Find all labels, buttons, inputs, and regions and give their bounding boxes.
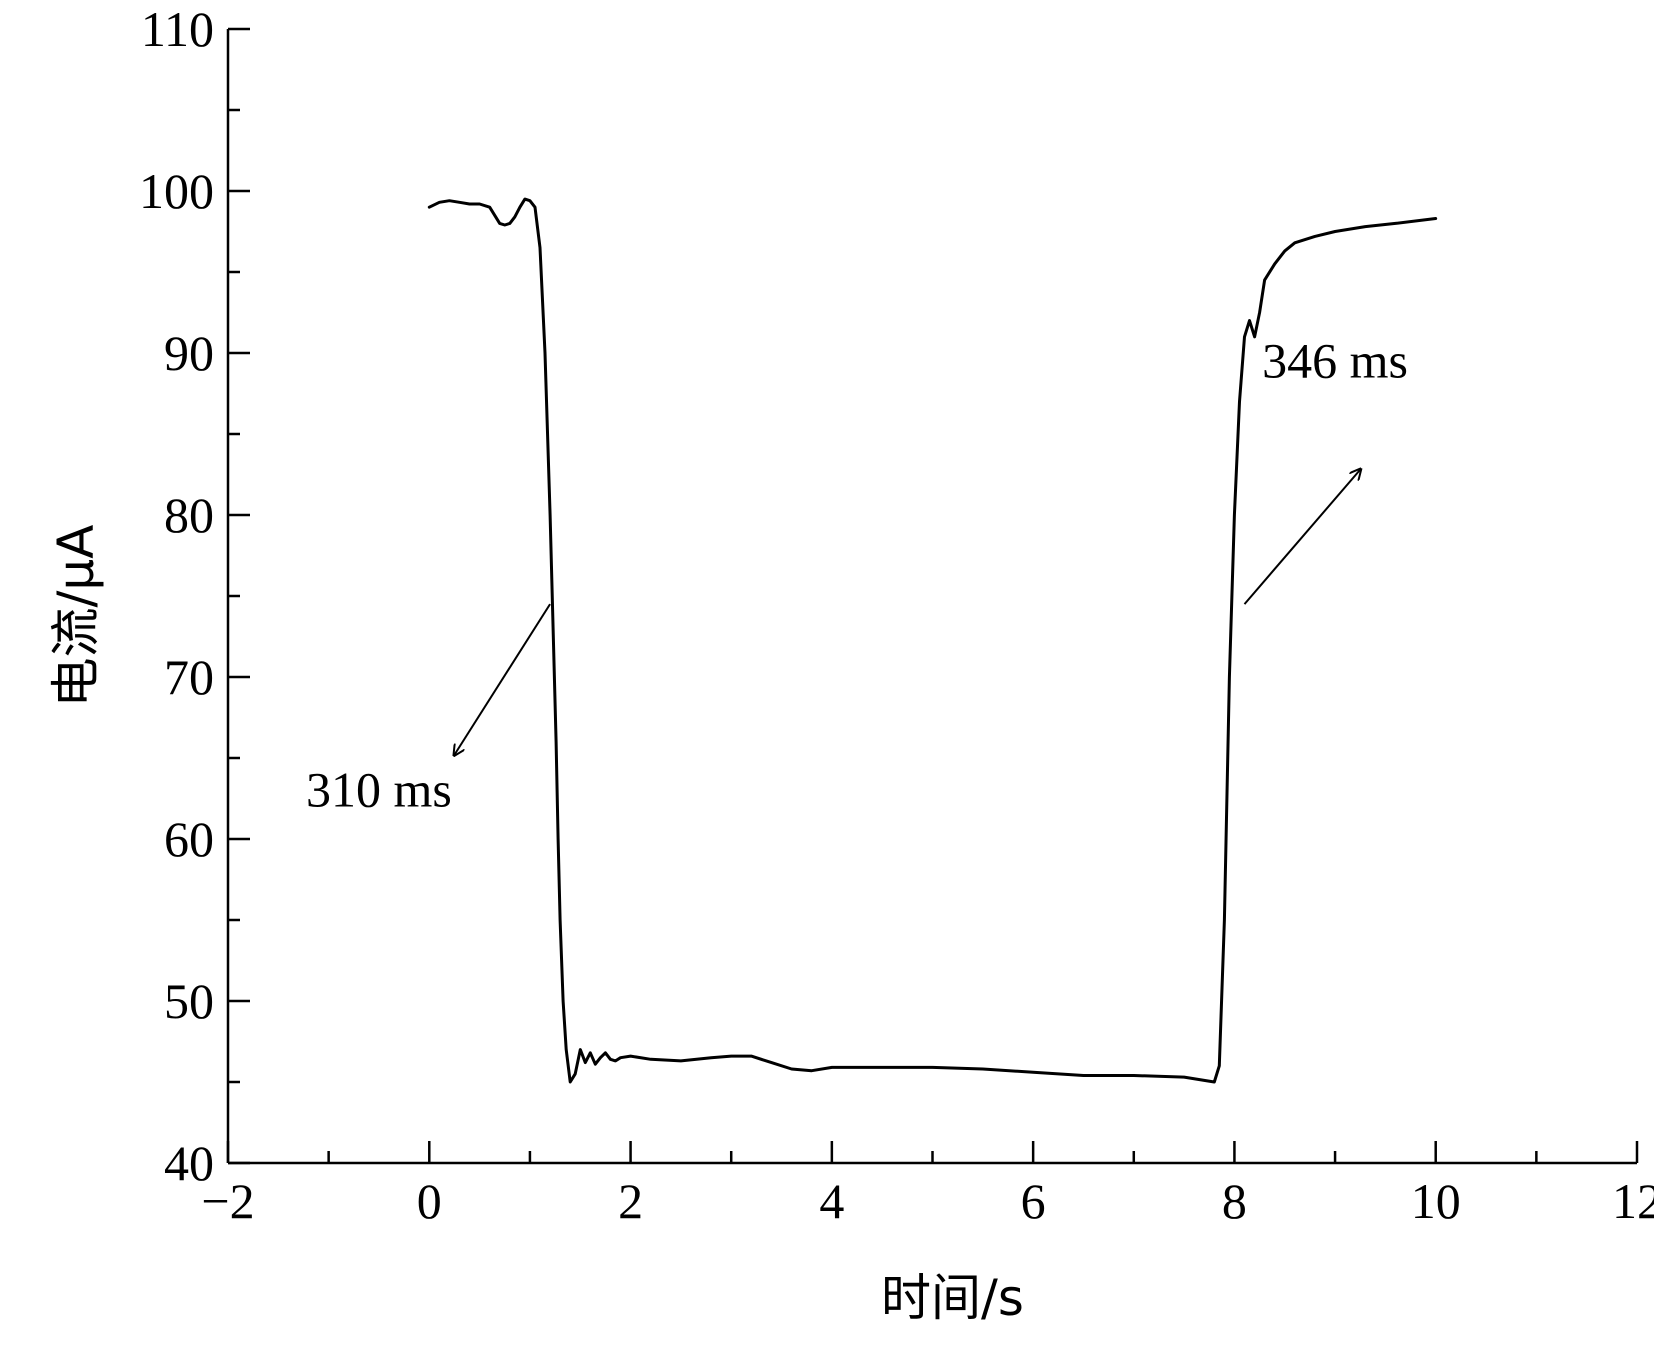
- y-tick-label: 50: [164, 973, 214, 1029]
- x-tick-label: −2: [201, 1173, 254, 1229]
- y-tick-label: 110: [141, 1, 214, 57]
- annotation-arrow: [1243, 470, 1360, 605]
- annotation-arrow: [454, 603, 551, 755]
- x-tick-label: 10: [1411, 1173, 1461, 1229]
- series-layer: [427, 197, 1438, 1084]
- ticks: −2 0 2 4 6 8 10 12 40 50 60 70 80 90 100 110: [139, 1, 1654, 1229]
- x-tick-label: 6: [1021, 1173, 1046, 1229]
- y-tick-label: 60: [164, 811, 214, 867]
- y-tick-label: 100: [139, 163, 214, 219]
- x-tick-label: 8: [1222, 1173, 1247, 1229]
- series-line: [427, 197, 1438, 1084]
- y-tick-label: 40: [164, 1135, 214, 1191]
- y-tick-label: 70: [164, 649, 214, 705]
- x-tick-label: 2: [618, 1173, 643, 1229]
- y-tick-label: 80: [164, 487, 214, 543]
- y-tick-label: 90: [164, 325, 214, 381]
- x-tick-label: 0: [417, 1173, 442, 1229]
- x-tick-label: 12: [1612, 1173, 1654, 1229]
- x-tick-label: 4: [819, 1173, 844, 1229]
- annotation-label: 346 ms: [1262, 332, 1408, 388]
- y-axis-title: 电流/μA: [47, 525, 105, 708]
- annotation-label: 310 ms: [306, 762, 452, 818]
- annotations: 310 ms 346 ms: [306, 332, 1408, 817]
- axes: [226, 29, 1637, 1165]
- x-axis-title: 时间/s: [881, 1269, 1024, 1327]
